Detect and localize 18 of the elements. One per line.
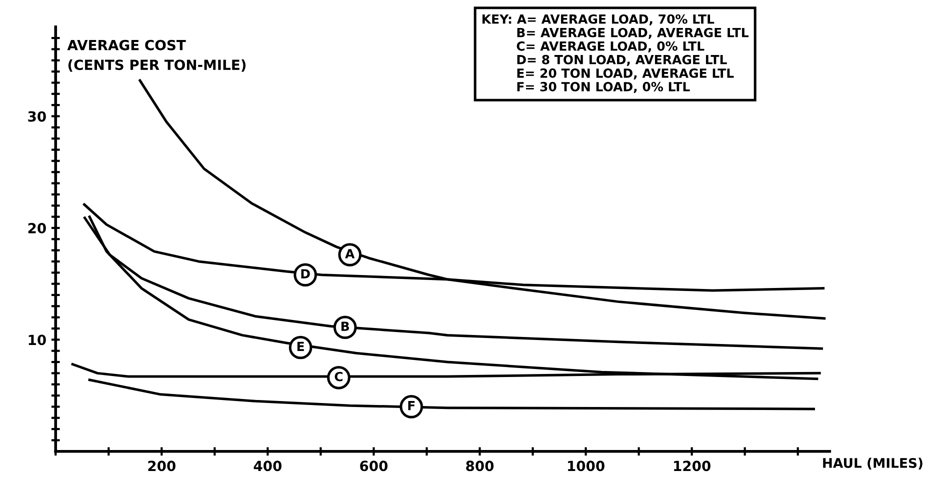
x-tick-label: 600	[360, 460, 388, 472]
annotation: B	[341, 322, 349, 331]
x-tick-label: 400	[254, 460, 282, 472]
x-tick-label: 800	[466, 460, 494, 472]
annotation: E	[297, 342, 304, 351]
annotation: C	[334, 372, 343, 382]
x-axis-title: HAUL (MILES)	[823, 458, 922, 470]
annotation: KEY: A= AVERAGE LOAD, 70% LTL B= AVERAGE LOAD, AVERAGE LTL C= AVERAGE LOAD, 0% LTL D= 8 TON LOAD, AVERAGE LTL E= 20 TON LOAD, AVERAGE LTL F= 30 TON LOAD, 0% LTL	[482, 14, 749, 93]
annotation: A	[345, 249, 355, 258]
x-tick-label: 200	[148, 460, 176, 472]
y-tick-label: 30	[28, 111, 46, 122]
y-tick-label: 10	[28, 334, 46, 346]
annotation: F	[408, 401, 415, 410]
y-tick-label: 20	[28, 222, 46, 234]
annotation: D	[301, 269, 310, 278]
x-tick-label: 1200	[674, 460, 710, 472]
x-tick-label: 1000	[568, 460, 604, 472]
y-axis-title: AVERAGE COST (CENTS PER TON-MILE)	[67, 40, 246, 72]
